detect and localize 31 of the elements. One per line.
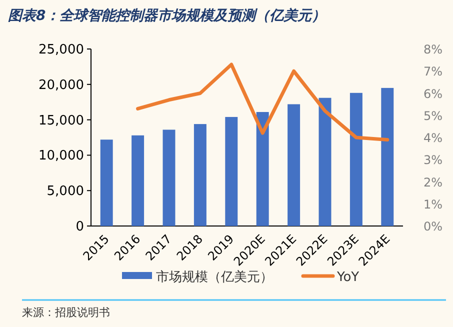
- y-tick-label: 25,000: [38, 42, 84, 58]
- bar: [100, 140, 113, 226]
- y2-tick-label: 3%: [423, 153, 443, 168]
- y2-tick-label: 8%: [423, 42, 443, 56]
- y-tick-label: 0: [76, 220, 84, 234]
- y2-tick-label: 5%: [423, 108, 443, 123]
- bar: [381, 88, 394, 226]
- y-tick-label: 20,000: [38, 78, 84, 93]
- y2-tick-label: 6%: [423, 86, 443, 101]
- y2-tick-label: 1%: [423, 197, 443, 212]
- y-tick-label: 10,000: [38, 148, 84, 164]
- y2-tick-label: 4%: [423, 131, 443, 145]
- bar: [256, 112, 269, 226]
- bar: [132, 135, 144, 226]
- bar: [162, 130, 176, 226]
- bar: [350, 92, 362, 226]
- legend-label: YoY: [336, 270, 360, 285]
- y-tick-label: 5,000: [46, 184, 84, 200]
- legend-item: YoY: [301, 270, 360, 285]
- legend-item: 市场规模（亿美元）: [122, 270, 273, 285]
- legend-label: 市场规模（亿美元）: [156, 269, 273, 285]
- y2-tick-label: 7%: [423, 64, 443, 79]
- y-tick-label: 15,000: [38, 113, 84, 128]
- bar: [288, 104, 300, 226]
- bar: [194, 124, 206, 226]
- y2-tick-label: 2%: [423, 175, 443, 190]
- bar: [225, 116, 238, 226]
- source-note: 来源：招股说明书: [22, 306, 110, 319]
- bar: [318, 98, 332, 226]
- chart-title: 图表8：全球智能控制器市场规模及预测（亿美元）: [8, 7, 326, 24]
- y2-tick-label: 0%: [423, 220, 443, 234]
